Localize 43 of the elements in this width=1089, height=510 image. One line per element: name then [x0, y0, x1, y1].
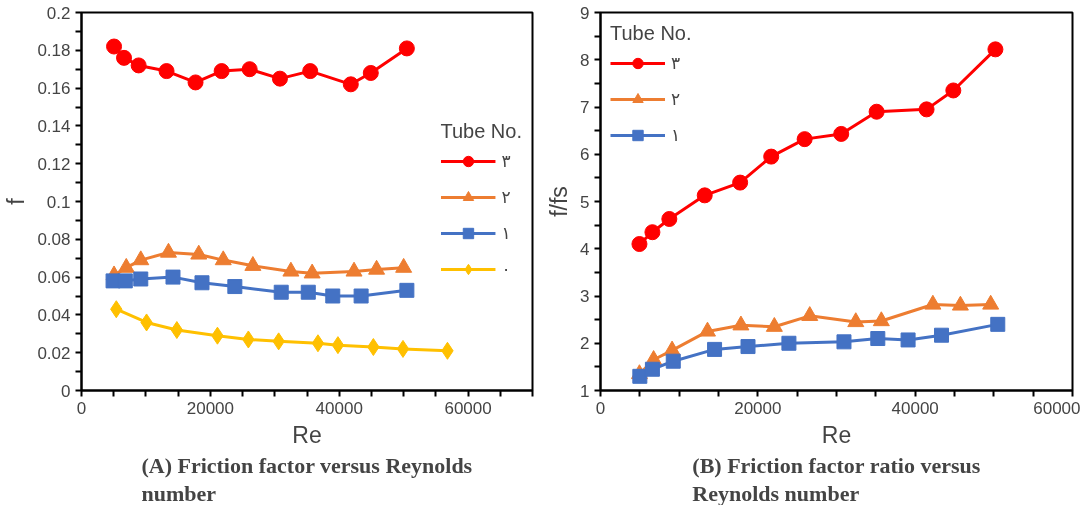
legend-label: ٢	[501, 187, 512, 207]
y-tick-label: 0.04	[37, 305, 71, 325]
x-axis-title: Re	[292, 421, 322, 448]
legend-title: Tube No.	[610, 22, 692, 45]
legend-title: Tube No.	[440, 120, 522, 143]
y-tick-label: 8	[580, 50, 590, 70]
legend-label: ٣	[501, 151, 512, 171]
legend-label: ٣	[671, 53, 682, 73]
y-tick-label: 1	[580, 381, 590, 401]
y-tick-label: 0	[61, 381, 71, 401]
y-tick-label: 0.16	[37, 79, 71, 99]
x-tick-label: 40000	[315, 398, 363, 418]
x-tick-label: 0	[76, 398, 87, 418]
y-tick-label: 0.2	[46, 3, 71, 23]
y-tick-label: 3	[580, 287, 590, 306]
y-axis-title: f/fs	[546, 186, 573, 217]
legend-label: ١	[671, 125, 682, 145]
y-tick-label: 0.1	[46, 192, 71, 212]
x-tick-label: 60000	[1033, 398, 1081, 418]
y-tick-label: 0.12	[37, 154, 71, 174]
x-tick-label: 20000	[734, 398, 782, 418]
legend-label: ٠	[501, 259, 512, 279]
y-tick-label: 0.14	[37, 116, 71, 136]
x-tick-label: 60000	[444, 398, 492, 418]
y-tick-label: 9	[580, 3, 590, 23]
y-tick-label: 6	[580, 145, 590, 165]
y-tick-label: 0.02	[37, 343, 71, 363]
y-tick-label: 0.06	[37, 268, 71, 288]
legend-label: ٢	[671, 89, 682, 109]
text: (B) Friction factor ratio versus Reynolds number	[692, 453, 981, 506]
x-tick-label: 0	[595, 398, 606, 418]
y-tick-label: 0.18	[37, 41, 71, 61]
legend-label: ١	[501, 223, 512, 243]
text: (A) Friction factor versus Reynolds number	[141, 453, 473, 506]
x-axis-title: Re	[821, 421, 852, 448]
y-tick-label: 7	[580, 98, 590, 117]
y-tick-label: 5	[580, 192, 590, 212]
x-tick-label: 20000	[186, 398, 234, 418]
y-tick-label: 2	[580, 334, 590, 354]
y-tick-label: 4	[580, 239, 590, 259]
y-axis-title: f	[3, 197, 30, 205]
y-tick-label: 0.08	[37, 230, 71, 250]
x-tick-label: 40000	[891, 398, 939, 418]
